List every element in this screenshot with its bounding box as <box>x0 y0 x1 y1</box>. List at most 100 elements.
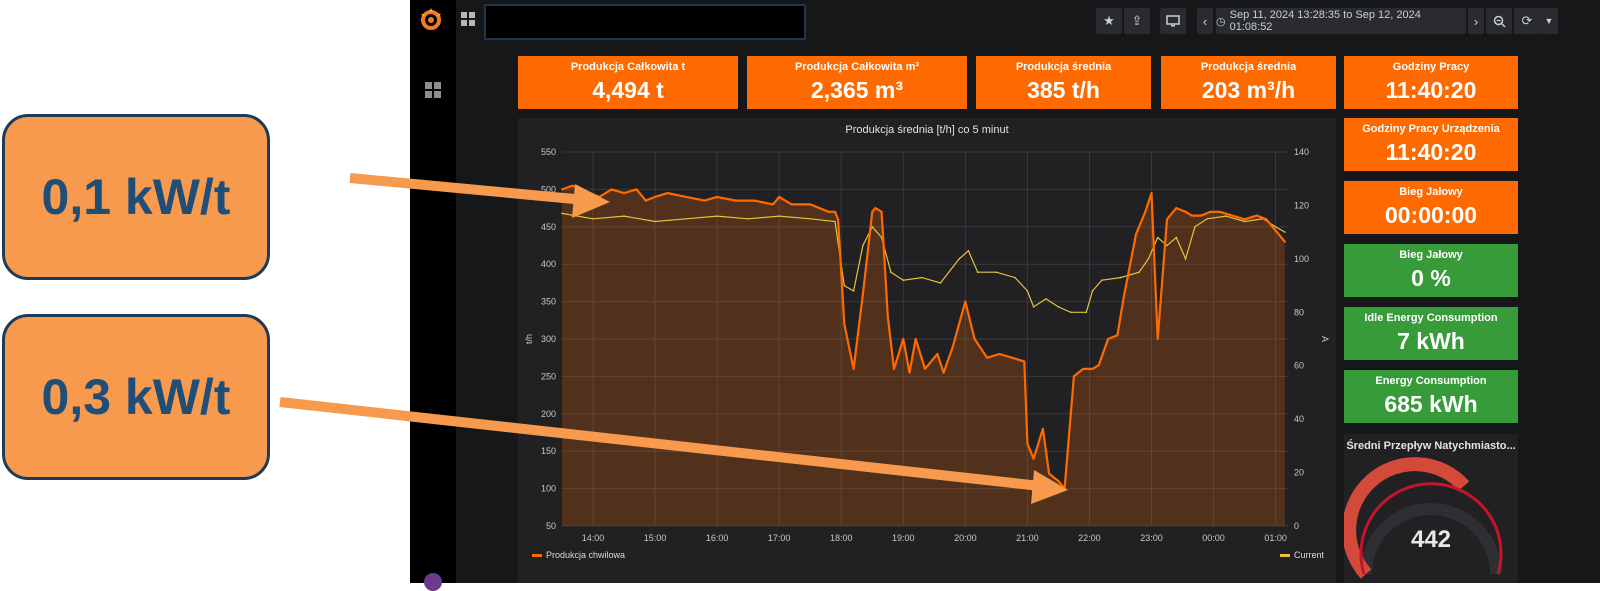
series-point-secondary <box>1014 276 1016 279</box>
series-point-primary <box>703 199 706 202</box>
series-point-secondary <box>561 212 563 215</box>
series-point-primary <box>1200 214 1203 217</box>
series-point-primary <box>1265 218 1268 221</box>
x-tick-label: 21:00 <box>1016 533 1039 543</box>
dashboards-icon[interactable] <box>425 82 442 99</box>
gauge-value: 442 <box>1410 526 1452 553</box>
stat-value: 7 kWh <box>1397 328 1465 354</box>
series-point-secondary <box>1225 215 1227 217</box>
series-line-secondary <box>561 212 1286 313</box>
series-point-primary <box>1122 296 1125 299</box>
side-menu <box>410 0 456 591</box>
stat-title: Produkcja średnia <box>1015 61 1112 73</box>
series-point-secondary <box>921 276 923 279</box>
stat-total-production-t[interactable]: Produkcja Całkowita t 4,494 t <box>518 56 738 109</box>
series-point-primary <box>827 210 830 213</box>
time-range-picker[interactable]: ◷ Sep 11, 2024 13:28:35 to Sep 12, 2024 … <box>1216 8 1466 34</box>
refresh-button[interactable]: ⟳ <box>1514 8 1540 34</box>
tv-mode-button[interactable] <box>1160 8 1186 34</box>
series-point-primary <box>1283 240 1286 243</box>
dashboard-title-redacted[interactable] <box>484 4 806 40</box>
series-point-secondary <box>685 218 687 220</box>
x-tick-label: 22:00 <box>1078 533 1101 543</box>
gauge-panel[interactable]: Średni Przepływ Natychmiasto... 442 <box>1344 434 1518 583</box>
gauge-track <box>1360 503 1502 575</box>
series-point-primary <box>1057 480 1060 483</box>
y-tick-label: 500 <box>541 184 556 194</box>
legend-item-secondary[interactable]: Current <box>1279 550 1324 560</box>
dashboard-grid-icon[interactable] <box>461 12 476 27</box>
series-point-secondary <box>1184 258 1187 260</box>
series-point-secondary <box>995 271 998 273</box>
chart-plot[interactable]: 5505004504003503002502001501005014012010… <box>518 118 1336 583</box>
stat-title: Godziny Pracy Urządzenia <box>1362 123 1500 135</box>
time-range-label: Sep 11, 2024 13:28:35 to Sep 12, 2024 01… <box>1229 9 1421 33</box>
series-point-secondary <box>958 258 960 260</box>
stat-device-working-hours[interactable]: Godziny Pracy Urządzenia 11:40:20 <box>1344 118 1518 171</box>
series-point-secondary <box>1070 311 1072 314</box>
series-point-secondary <box>967 250 970 252</box>
series-point-primary <box>880 210 883 213</box>
stat-total-production-m3[interactable]: Produkcja Całkowita m³ 2,365 m³ <box>747 56 967 109</box>
star-button[interactable]: ★ <box>1096 8 1122 34</box>
stat-idle-percent[interactable]: Bieg Jałowy 0 % <box>1344 244 1518 297</box>
y2-tick-label: 80 <box>1294 307 1304 317</box>
zoom-out-button[interactable] <box>1486 8 1512 34</box>
time-forward-button[interactable]: › <box>1468 8 1484 34</box>
share-icon: ⇪ <box>1131 13 1143 28</box>
stat-idle-time[interactable]: Bieg Jałowy 00:00:00 <box>1344 181 1518 234</box>
stat-title: Produkcja Całkowita t <box>570 61 686 73</box>
series-point-primary <box>834 210 836 213</box>
y-tick-label: 550 <box>541 147 556 157</box>
series-point-primary <box>852 367 855 370</box>
grafana-logo-icon[interactable] <box>417 6 445 34</box>
y-tick-label: 250 <box>541 371 556 381</box>
series-line-primary <box>561 184 1286 490</box>
x-tick-label: 19:00 <box>892 533 915 543</box>
callout-high-consumption: 0,3 kW/t <box>2 314 270 480</box>
series-point-secondary <box>1274 226 1277 228</box>
callout-text: 0,1 kW/t <box>41 169 231 225</box>
series-point-primary <box>843 323 846 325</box>
stat-title: Energy Consumption <box>1375 375 1487 387</box>
stat-value: 4,494 t <box>592 77 664 103</box>
series-point-secondary <box>1045 298 1047 300</box>
series-point-primary <box>790 203 793 206</box>
series-point-secondary <box>1156 236 1159 239</box>
x-tick-label: 16:00 <box>706 533 729 543</box>
stat-title: Produkcja średnia <box>1200 61 1297 73</box>
stat-idle-energy[interactable]: Idle Energy Consumption 7 kWh <box>1344 307 1518 360</box>
legend-item-primary[interactable]: Produkcja chwilowa <box>532 550 625 560</box>
series-point-primary <box>1023 360 1026 363</box>
y-tick-label: 400 <box>541 259 556 269</box>
series-point-secondary <box>1138 271 1140 273</box>
series-point-primary <box>964 300 967 303</box>
stat-energy-consumption[interactable]: Energy Consumption 685 kWh <box>1344 370 1518 423</box>
series-point-primary <box>1072 375 1075 378</box>
stat-avg-production-m3[interactable]: Produkcja średnia 203 m³/h <box>1161 56 1336 109</box>
stat-working-hours[interactable]: Godziny Pracy 11:40:20 <box>1344 56 1518 109</box>
zoom-out-icon <box>1493 15 1506 28</box>
series-point-primary <box>837 218 840 221</box>
clock-icon: ◷ <box>1216 15 1226 28</box>
stat-avg-production-t[interactable]: Produkcja średnia 385 t/h <box>976 56 1151 109</box>
y-tick-label: 100 <box>541 484 556 494</box>
chart-panel[interactable]: Produkcja średnia [t/h] co 5 minut 550 50… <box>518 118 1336 583</box>
series-point-secondary <box>1085 311 1088 314</box>
y-tick-label: 300 <box>541 334 556 344</box>
series-point-primary <box>1048 472 1051 475</box>
refresh-icon: ⟳ <box>1521 13 1533 28</box>
refresh-interval-dropdown[interactable]: ▼ <box>1540 8 1558 34</box>
annotation-area: 0,1 kW/t 0,3 kW/t <box>0 0 410 583</box>
y2-tick-label: 20 <box>1294 468 1304 478</box>
series-point-primary <box>1135 233 1137 236</box>
share-button[interactable]: ⇪ <box>1124 8 1150 34</box>
y-tick-label: 50 <box>546 521 556 531</box>
series-point-secondary <box>654 220 656 223</box>
legend-label: Current <box>1293 550 1324 560</box>
x-tick-label: 18:00 <box>830 533 853 543</box>
user-avatar[interactable] <box>424 573 442 591</box>
time-back-button[interactable]: ‹ <box>1197 8 1213 34</box>
series-point-primary <box>998 353 1001 355</box>
series-point-primary <box>893 367 895 370</box>
